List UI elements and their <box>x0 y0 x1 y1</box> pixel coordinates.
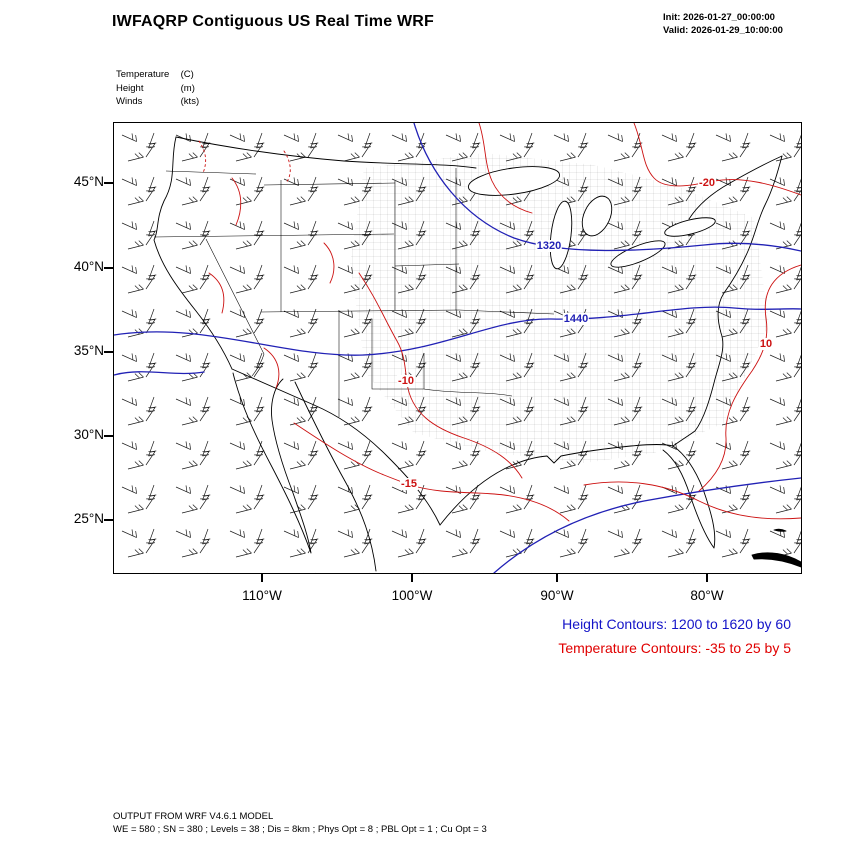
model-info: OUTPUT FROM WRF V4.6.1 MODEL WE = 580 ; … <box>113 810 487 836</box>
state-boundaries-layer <box>153 168 555 417</box>
contour-label-temperature: -10 <box>397 375 415 387</box>
y-axis-tick <box>104 519 113 521</box>
valid-time: Valid: 2026-01-29_10:00:00 <box>663 25 783 36</box>
x-axis-tick <box>706 574 708 582</box>
model-info-line1: OUTPUT FROM WRF V4.6.1 MODEL <box>113 811 274 822</box>
x-axis-tick <box>411 574 413 582</box>
map-graphic <box>114 123 801 573</box>
y-axis-label: 25°N <box>73 511 104 526</box>
contour-label-temperature: -15 <box>400 478 418 490</box>
x-axis-tick <box>261 574 263 582</box>
county-boundaries-layer <box>350 153 769 463</box>
model-info-line2: WE = 580 ; SN = 380 ; Levels = 38 ; Dis … <box>113 824 487 835</box>
legend-label: Winds <box>116 96 143 107</box>
legend-unit: (m) <box>180 82 195 94</box>
legend-unit: (C) <box>180 69 194 80</box>
y-axis-label: 40°N <box>73 259 104 274</box>
contour-label-temperature: -20 <box>698 177 716 189</box>
temperature-contours-note: Temperature Contours: -35 to 25 by 5 <box>558 640 791 656</box>
y-axis-label: 45°N <box>73 174 104 189</box>
x-axis-label: 80°W <box>690 588 724 603</box>
legend-row-winds: Winds (kts) <box>116 95 199 109</box>
y-axis-label: 35°N <box>73 343 104 358</box>
height-contours-note: Height Contours: 1200 to 1620 by 60 <box>562 616 791 632</box>
x-axis-tick <box>556 574 558 582</box>
contour-label-temperature: 10 <box>758 338 774 350</box>
run-info: Init: 2026-01-27_00:00:00 Valid: 2026-01… <box>663 11 783 37</box>
y-axis-tick <box>104 351 113 353</box>
x-axis-label: 100°W <box>391 588 433 603</box>
y-axis-tick <box>104 267 113 269</box>
x-axis-label: 90°W <box>540 588 574 603</box>
legend-row-height: Height (m) <box>116 82 199 96</box>
y-axis-tick <box>104 435 113 437</box>
x-axis-label: 110°W <box>242 588 282 603</box>
contour-label-height: 1440 <box>562 313 590 325</box>
legend-label: Height <box>116 82 144 94</box>
legend-label: Temperature <box>116 69 170 80</box>
field-legend: Temperature (C) Height (m) Winds (kts) <box>116 68 199 109</box>
init-time: Init: 2026-01-27_00:00:00 <box>663 12 775 23</box>
legend-unit: (kts) <box>180 96 200 107</box>
height-contours-layer <box>114 123 801 573</box>
y-axis-tick <box>104 182 113 184</box>
legend-row-temperature: Temperature (C) <box>116 68 199 82</box>
page-title: IWFAQRP Contiguous US Real Time WRF <box>112 13 434 30</box>
temperature-contours-layer <box>198 123 801 522</box>
coastline-layer <box>153 136 801 572</box>
contour-label-height: 1320 <box>535 240 563 252</box>
wrf-map-plot: -20 1320 1440 10 -10 -15 <box>113 122 802 574</box>
y-axis-label: 30°N <box>73 427 104 442</box>
